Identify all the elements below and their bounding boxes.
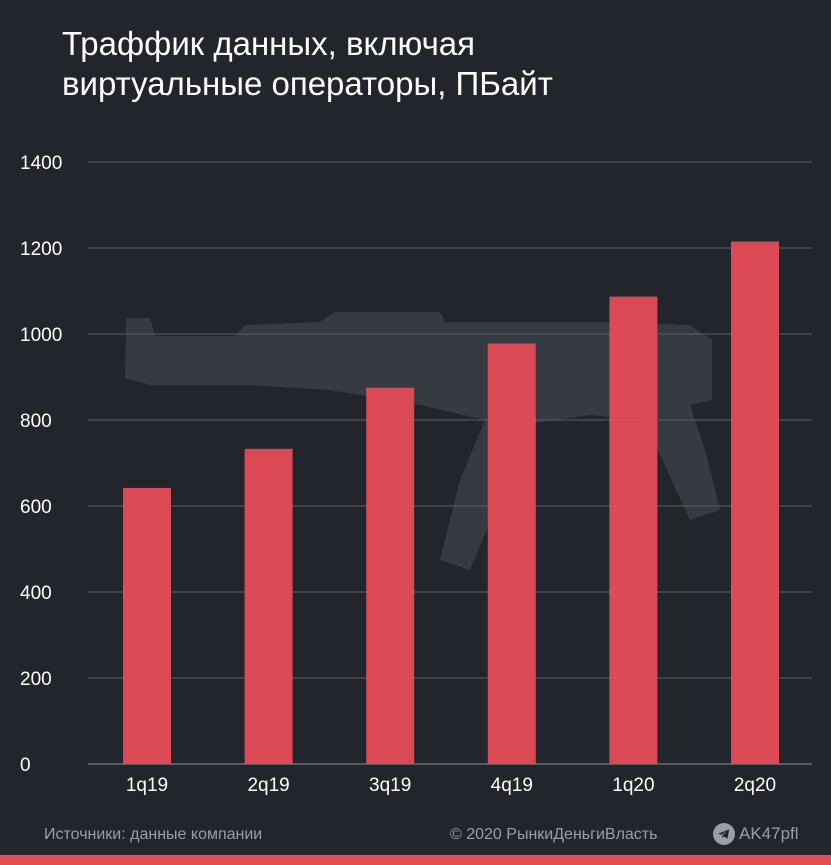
y-tick-label: 1000: [20, 325, 62, 346]
y-tick-label: 0: [20, 755, 31, 776]
chart-title: Траффик данных, включая виртуальные опер…: [62, 24, 802, 104]
bar-4q19: [487, 343, 536, 764]
bar-1q19: [123, 487, 171, 764]
rifle-watermark-shape: [125, 312, 720, 570]
rifle-watermark-icon: [125, 312, 720, 570]
y-tick-label: 600: [20, 497, 52, 518]
chart-title-line-1: Траффик данных, включая: [62, 25, 475, 62]
y-tick-label: 400: [20, 583, 52, 604]
y-axis-tick-labels: 0 200 400 600 800 1000 1200 1400: [20, 153, 62, 776]
x-tick-label: 2q19: [247, 775, 289, 796]
x-tick-label: 3q19: [369, 775, 411, 796]
y-tick-label: 200: [20, 669, 52, 690]
channel-name: AK47pfl: [739, 824, 799, 843]
bars: [123, 241, 779, 765]
bar-2q19: [244, 448, 293, 764]
x-axis-tick-labels: 1q19 2q19 3q19 4q19 1q20 2q20: [126, 775, 776, 796]
x-tick-label: 1q20: [612, 775, 654, 796]
bar-1q20: [609, 296, 658, 764]
telegram-icon: [713, 823, 735, 845]
bar-2q20: [731, 241, 779, 765]
channel-tag: AK47pfl: [713, 822, 799, 846]
chart-title-line-2: виртуальные операторы, ПБайт: [62, 65, 553, 102]
y-tick-label: 1400: [20, 153, 62, 174]
y-tick-label: 800: [20, 411, 52, 432]
bar-3q19: [366, 387, 415, 764]
y-tick-label: 1200: [20, 239, 62, 260]
source-note: Источники: данные компании: [44, 826, 263, 843]
x-tick-label: 1q19: [126, 775, 168, 796]
bottom-accent-band: [0, 855, 831, 865]
grid-lines: [88, 161, 812, 765]
x-tick-label: 4q19: [491, 775, 533, 796]
copyright-note: © 2020 РынкиДеньгиВласть: [450, 826, 658, 843]
x-tick-label: 2q20: [734, 775, 776, 796]
